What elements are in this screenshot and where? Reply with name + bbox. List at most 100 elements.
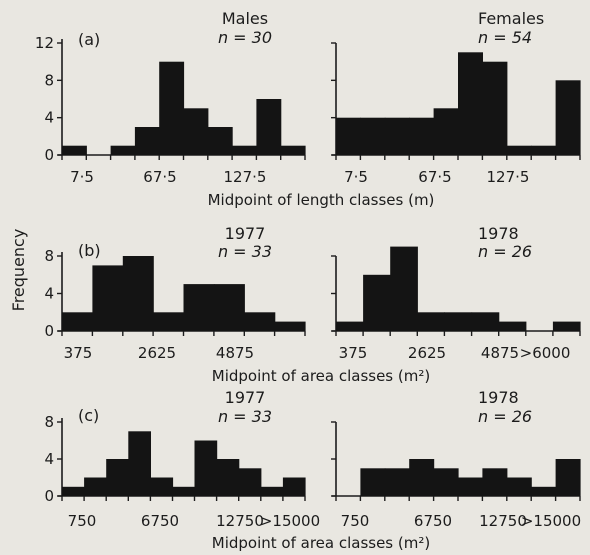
panel-title-p2: 1977 [225, 224, 266, 243]
x-tick-label-p3-2: 4875 [481, 344, 519, 362]
bar-p1-7 [506, 145, 532, 155]
panel-letter-1: (b) [78, 241, 101, 260]
bar-p5-5 [458, 477, 483, 496]
x-tick-label-p4-2: 12750 [216, 512, 264, 530]
x-tick-label-p3-1: 2625 [408, 344, 446, 362]
x-tick-label-p4-1: 6750 [141, 512, 179, 530]
bar-p3-2 [390, 246, 418, 331]
y-tick-label-p0-8: 8 [44, 71, 54, 89]
bar-p4-1 [84, 477, 107, 496]
bar-p4-0 [62, 486, 85, 497]
panel-n-p0: n = 30 [218, 28, 272, 47]
x-tick-label-p1-0: 7·5 [344, 168, 368, 186]
x-tick-label-p1-1: 67·5 [418, 168, 451, 186]
bar-p0-2 [110, 145, 136, 155]
panel-letter-2: (c) [78, 406, 99, 425]
bar-p4-10 [282, 477, 306, 496]
bar-p2-6 [244, 312, 276, 332]
bar-p1-0 [336, 117, 361, 155]
bar-p5-6 [482, 468, 508, 497]
bar-p4-8 [238, 468, 262, 497]
bar-p2-2 [122, 256, 154, 331]
bar-p0-9 [280, 145, 306, 155]
bar-p2-4 [183, 284, 215, 331]
x-tick-label-p5-2: 12750 [479, 512, 527, 530]
panel-title-p1: Females [478, 9, 544, 28]
bar-p1-9 [555, 80, 581, 155]
bar-p3-6 [498, 321, 527, 331]
y-tick-label-p4-0: 0 [44, 487, 54, 505]
bar-p2-7 [274, 321, 306, 331]
bar-p0-5 [183, 108, 209, 155]
panel-title-p3: 1978 [478, 224, 519, 243]
y-tick-label-p0-4: 4 [44, 109, 54, 127]
x-tick-label-p5-0: 750 [341, 512, 370, 530]
bar-p2-3 [153, 312, 185, 332]
bar-p5-8 [531, 486, 557, 497]
x-tick-label-p0-0: 7·5 [70, 168, 94, 186]
bar-p2-1 [92, 265, 124, 331]
y-tick-label-p0-12: 12 [35, 34, 54, 52]
bar-p4-6 [194, 440, 218, 496]
panel-letter-0: (a) [78, 30, 100, 49]
bar-p5-3 [409, 459, 435, 496]
x-tick-label-p4-3: >15000 [260, 512, 320, 530]
y-tick-label-p4-4: 4 [44, 450, 54, 468]
y-tick-label-p0-0: 0 [44, 146, 54, 164]
y-axis-label: Frequency [9, 229, 28, 312]
bar-p1-1 [360, 117, 386, 155]
bar-p4-2 [106, 459, 129, 496]
bar-p5-4 [433, 468, 459, 497]
panel-n-p2: n = 33 [218, 242, 272, 261]
bar-p2-0 [62, 312, 93, 332]
bar-p3-0 [336, 321, 364, 331]
x-tick-label-p4-0: 750 [68, 512, 97, 530]
panel-n-p5: n = 26 [478, 407, 532, 426]
x-tick-label-p3-0: 375 [339, 344, 368, 362]
bar-p0-0 [62, 145, 87, 155]
x-tick-label-p2-2: 4875 [216, 344, 254, 362]
x-tick-label-p0-1: 67·5 [143, 168, 176, 186]
x-tick-label-p0-2: 127·5 [224, 168, 267, 186]
bar-p5-9 [555, 459, 581, 496]
bar-p0-7 [232, 145, 257, 155]
bar-p3-3 [417, 312, 445, 332]
bar-p3-1 [363, 274, 391, 332]
text-layer: Frequency (a) Midpoint of length classes … [9, 9, 581, 552]
bar-p4-5 [172, 486, 196, 497]
bar-p5-7 [506, 477, 532, 496]
panel-n-p3: n = 26 [478, 242, 532, 261]
x-tick-label-p3-3: >6000 [520, 344, 571, 362]
bar-p3-4 [444, 312, 473, 332]
bars-layer [62, 52, 581, 497]
bar-p1-8 [531, 145, 557, 155]
x-tick-label-p5-3: >15000 [521, 512, 581, 530]
bar-p1-5 [458, 52, 483, 155]
x-tick-label-p1-2: 127·5 [487, 168, 530, 186]
bar-p4-4 [150, 477, 174, 496]
bar-p1-4 [433, 108, 459, 155]
bar-p4-3 [128, 431, 151, 497]
y-tick-label-p4-8: 8 [44, 413, 54, 431]
x-axis-label-2: Midpoint of area classes (m²) [212, 534, 430, 552]
y-tick-label-p2-0: 0 [44, 322, 54, 340]
panel-title-p5: 1978 [478, 388, 519, 407]
x-tick-label-p2-0: 375 [64, 344, 93, 362]
y-tick-label-p2-8: 8 [44, 247, 54, 265]
x-axis-label-0: Midpoint of length classes (m) [208, 191, 435, 209]
bar-p5-1 [360, 468, 386, 497]
panel-title-p4: 1977 [225, 388, 266, 407]
y-tick-label-p2-4: 4 [44, 285, 54, 303]
bar-p0-3 [134, 127, 160, 155]
x-tick-label-p5-1: 6750 [414, 512, 452, 530]
x-axis-label-1: Midpoint of area classes (m²) [212, 367, 430, 385]
bar-p1-6 [482, 61, 508, 156]
x-tick-label-p2-1: 2625 [138, 344, 176, 362]
bar-p4-9 [260, 486, 284, 497]
bar-p5-2 [384, 468, 410, 497]
bar-p0-6 [207, 127, 233, 155]
bar-p3-8 [552, 321, 581, 331]
panel-title-p0: Males [222, 9, 268, 28]
panel-n-p4: n = 33 [218, 407, 272, 426]
